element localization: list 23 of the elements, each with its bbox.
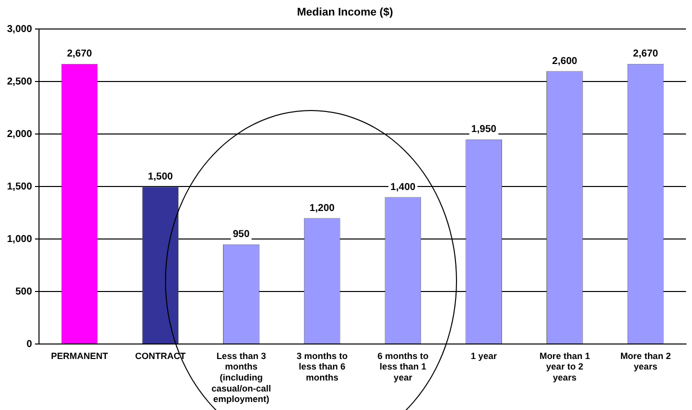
- x-tick-label: More than 2 years: [620, 350, 671, 372]
- x-tick-label: PERMANENT: [50, 350, 108, 361]
- chart-title: Median Income ($): [297, 6, 394, 19]
- y-tick-label: 1,500: [6, 181, 32, 192]
- data-label: 2,600: [552, 56, 578, 67]
- y-tick-label: 0: [26, 338, 32, 350]
- x-tick-label: 6 months to less than 1 year: [377, 350, 429, 382]
- data-label: 1,500: [148, 171, 174, 182]
- x-tick-label: 3 months to less than 6 months: [296, 350, 348, 382]
- data-label: 1,200: [310, 202, 336, 214]
- data-label: 1,400: [390, 182, 416, 193]
- data-label: 1,950: [471, 124, 497, 136]
- data-label: 950: [232, 229, 250, 240]
- y-tick-label: 500: [15, 286, 32, 298]
- x-tick-label: More than 1 year to 2 years: [539, 350, 590, 382]
- x-tick-label: Less than 3 months (including casual/on-call employment): [211, 350, 271, 404]
- y-tick-label: 2,000: [6, 128, 32, 140]
- data-label: 2,670: [633, 48, 659, 60]
- data-label: 2,670: [66, 48, 92, 60]
- y-tick-label: 2,500: [6, 76, 32, 88]
- y-tick-label: 1,000: [6, 234, 32, 245]
- y-tick-label: 3,000: [6, 24, 32, 35]
- x-tick-label: 1 year: [470, 350, 498, 361]
